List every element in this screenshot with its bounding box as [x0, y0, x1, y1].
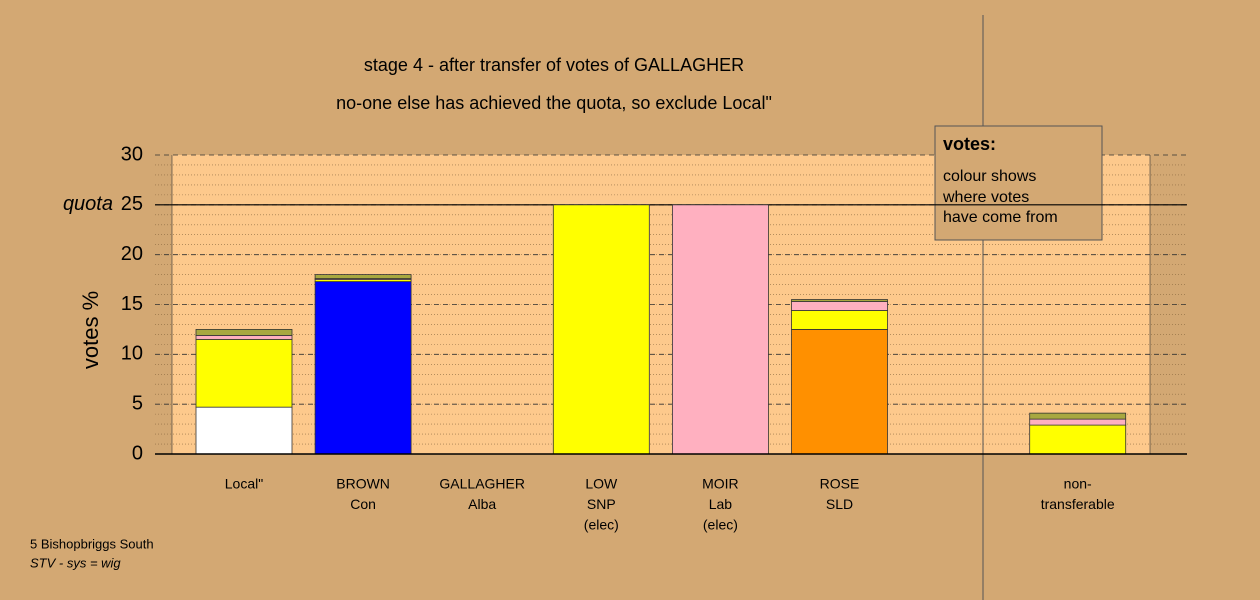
x-tick-label: BROWN	[336, 476, 390, 492]
legend-box	[934, 125, 1103, 241]
bar-segment	[791, 310, 888, 330]
y-axis-label: votes %	[78, 291, 103, 369]
x-tick-label: Local"	[225, 476, 263, 492]
y-tick-label: 20	[121, 243, 143, 265]
footer: 5 Bishopbriggs South	[30, 536, 154, 551]
y-tick-label: 0	[132, 442, 143, 464]
legend-title: votes:	[943, 134, 996, 154]
bar-segment	[1029, 412, 1127, 420]
bar-segment	[314, 274, 412, 279]
y-tick-label: 5	[132, 392, 143, 414]
y-tick-label: 25	[121, 193, 143, 215]
x-tick-label: SLD	[826, 496, 853, 512]
x-tick-label: SNP	[587, 496, 616, 512]
x-tick-label: (elec)	[584, 517, 619, 533]
x-tick-label: MOIR	[702, 476, 739, 492]
bar-segment	[791, 329, 888, 455]
x-tick-label: transferable	[1041, 496, 1115, 512]
y-tick-label: 10	[121, 343, 143, 365]
x-tick-label: GALLAGHER	[439, 476, 525, 492]
bar-segment	[672, 204, 769, 455]
x-tick-label: non-	[1064, 476, 1092, 492]
x-tick-label: (elec)	[703, 517, 738, 533]
x-tick-label: Con	[350, 496, 376, 512]
y-tick-label: 30	[121, 143, 143, 165]
y-tick-label: 15	[121, 293, 143, 315]
chart-title: stage 4 - after transfer of votes of GAL…	[364, 55, 744, 75]
quota-label: quota	[63, 193, 113, 215]
bar-segment	[195, 329, 293, 336]
legend-text: colour shows	[943, 168, 1036, 185]
bar-segment	[195, 334, 293, 340]
legend-text: have come from	[943, 209, 1058, 226]
bar-segment	[1029, 418, 1127, 426]
x-tick-label: LOW	[585, 476, 618, 492]
x-tick-label: Alba	[468, 496, 496, 512]
bar-segment	[195, 338, 293, 408]
bar-segment	[1029, 424, 1127, 455]
bar-segment	[195, 406, 293, 455]
x-tick-label: ROSE	[820, 476, 860, 492]
bar-segment	[791, 301, 888, 311]
bar-segment	[314, 281, 412, 455]
footer: STV - sys = wig	[30, 555, 121, 570]
legend-text: where votes	[942, 189, 1029, 206]
x-tick-label: Lab	[709, 496, 733, 512]
bar-segment	[791, 299, 888, 302]
chart-subtitle: no-one else has achieved the quota, so e…	[336, 93, 772, 113]
bar-segment	[552, 204, 650, 455]
